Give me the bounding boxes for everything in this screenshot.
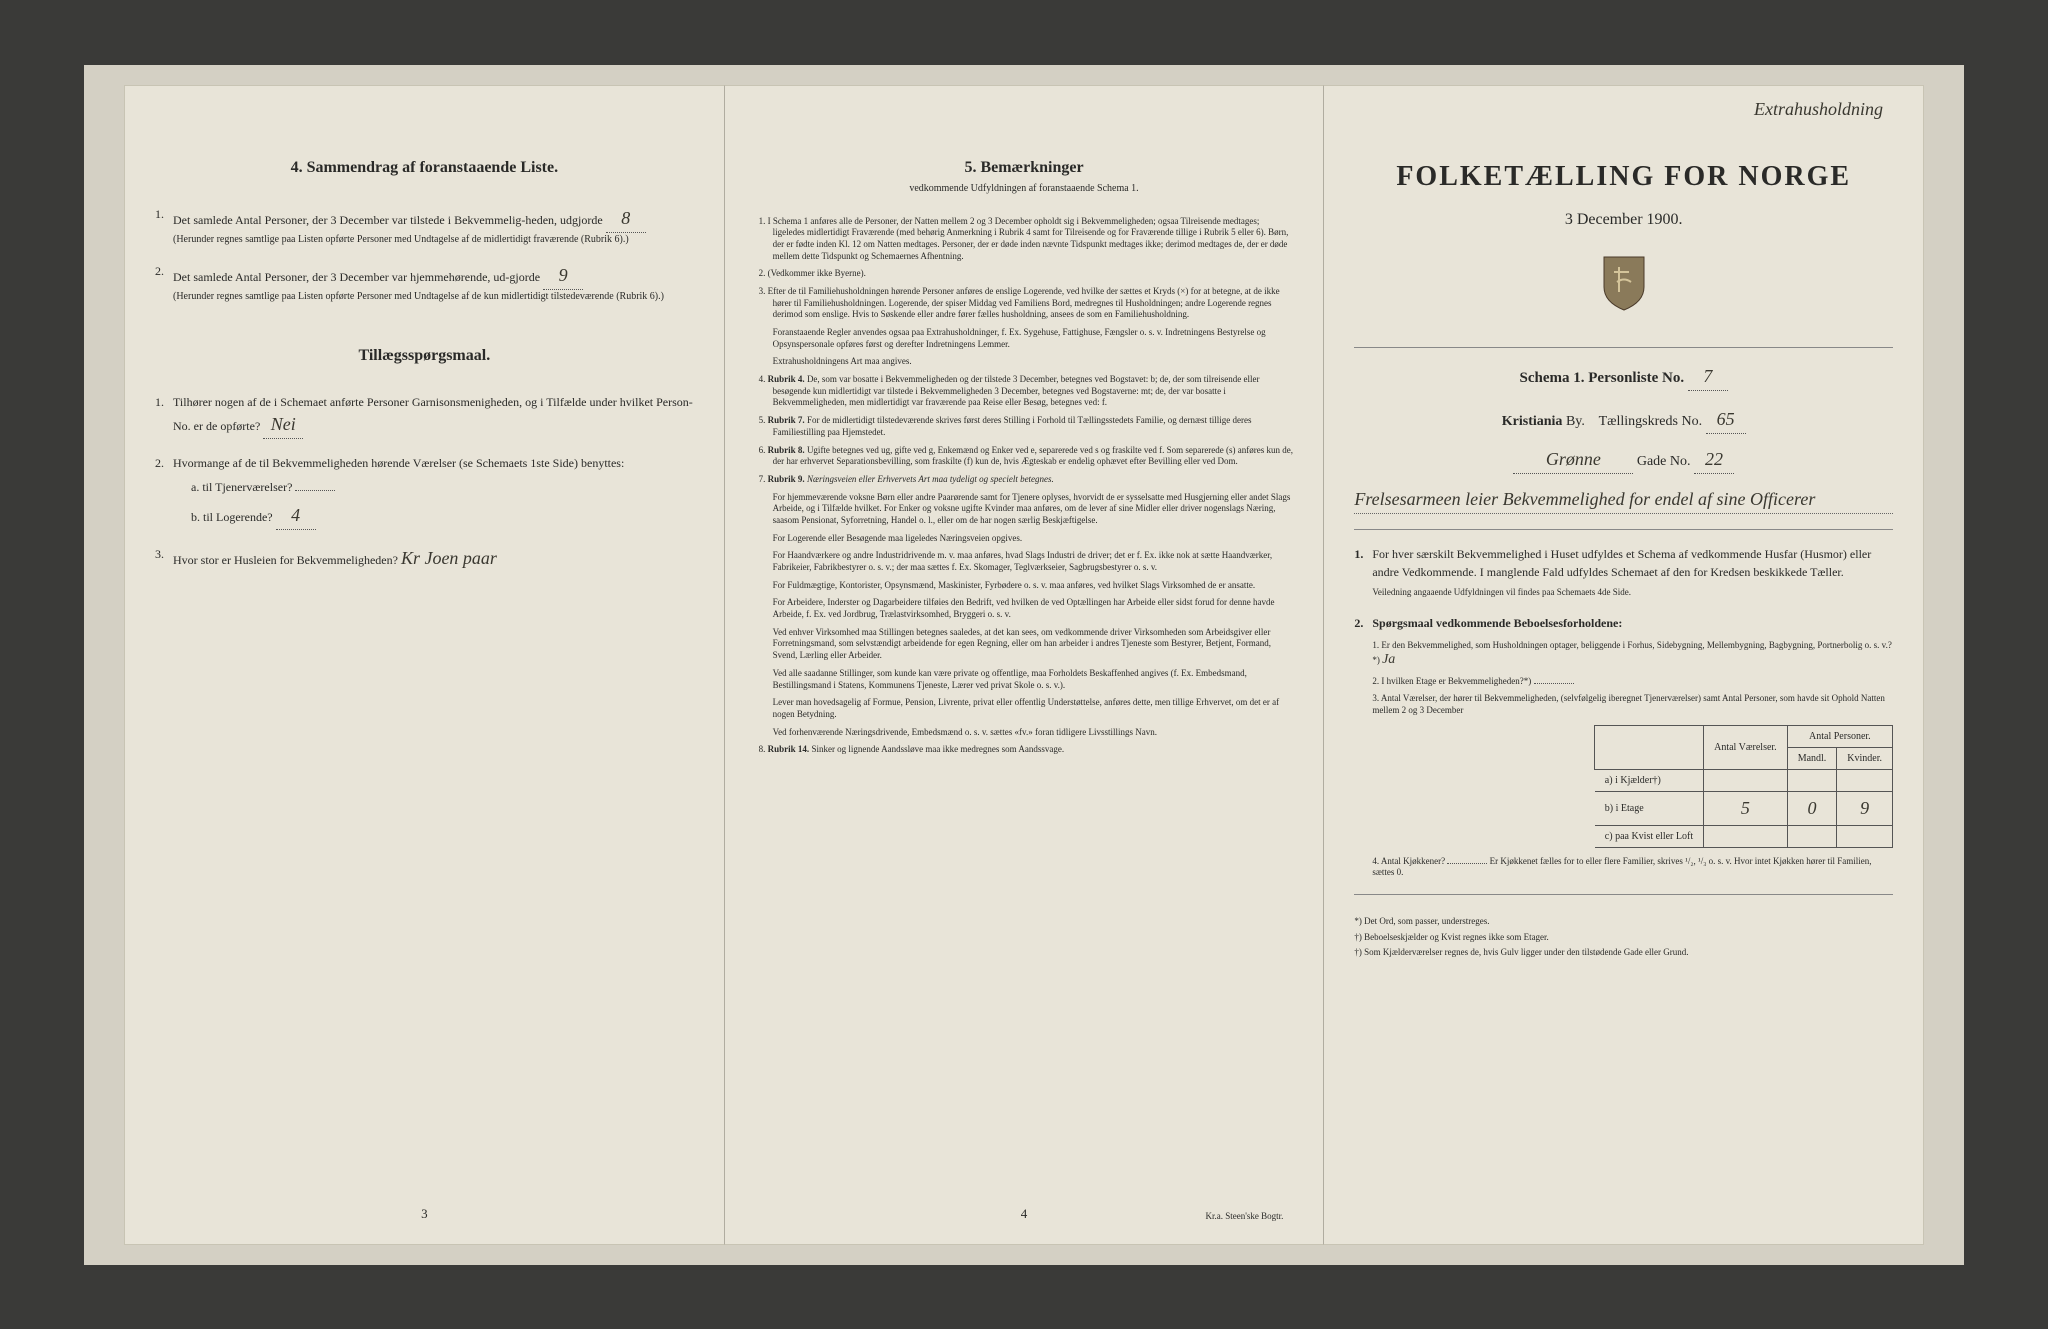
table-row: b) i Etage 5 0 9 [1595, 791, 1893, 825]
summary-item-2: 2. Det samlede Antal Personer, der 3 Dec… [155, 262, 694, 304]
remark-7c: For Haandværkere og andre Industridriven… [755, 550, 1294, 573]
remark-5: 5. Rubrik 7. For de midlertidigt tilsted… [755, 415, 1294, 438]
q2-1: 1. Er den Bekvemmelighed, som Husholdnin… [1372, 640, 1893, 670]
remark-7b: For Logerende eller Besøgende maa ligele… [755, 533, 1294, 545]
page-number-3: 3 [421, 1204, 428, 1224]
description-line: Frelsesarmeen leier Bekvemmelighed for e… [1354, 486, 1893, 514]
item2-text: Det samlede Antal Personer, der 3 Decemb… [173, 270, 540, 284]
gade-no: 22 [1694, 446, 1734, 474]
census-title: FOLKETÆLLING FOR NORGE [1354, 156, 1893, 198]
question-2: 2. Hvormange af de til Bekvemmeligheden … [155, 454, 694, 530]
q3-value: Kr Joen paar [401, 548, 497, 568]
footnotes: *) Det Ord, som passer, understreges. †)… [1354, 915, 1893, 960]
q2a-value [295, 490, 335, 491]
item2-note: (Herunder regnes samtlige paa Listen opf… [173, 290, 694, 304]
remark-7e: For Arbeidere, Inderster og Dagarbeidere… [755, 597, 1294, 620]
subsection-title: Tillægsspørgsmaal. [155, 344, 694, 368]
rooms-table: Antal Værelser. Antal Personer. Mandl. K… [1594, 725, 1893, 848]
coat-of-arms-icon [1354, 252, 1893, 318]
remark-4: 4. Rubrik 4. De, som var bosatte i Bekve… [755, 374, 1294, 409]
section-4-title: 4. Sammendrag af foranstaaende Liste. [155, 156, 694, 180]
remark-1: 1. I Schema 1 anføres alle de Personer, … [755, 216, 1294, 263]
remark-7i: Ved forhenværende Næringsdrivende, Embed… [755, 727, 1294, 739]
footnote-3: †) Som Kjælderværelser regnes de, hvis G… [1354, 946, 1893, 960]
remark-7d: For Fuldmægtige, Kontorister, Opsynsmænd… [755, 580, 1294, 592]
remark-3b: Foranstaaende Regler anvendes ogsaa paa … [755, 327, 1294, 350]
page-3: 4. Sammendrag af foranstaaende Liste. 1.… [124, 85, 724, 1245]
remark-7h: Lever man hovedsagelig af Formue, Pensio… [755, 697, 1294, 720]
item2-value: 9 [543, 262, 583, 290]
schema-no: 7 [1688, 363, 1728, 391]
q2-2: 2. I hvilken Etage er Bekvemmeligheden?*… [1372, 676, 1893, 688]
instruction-1: 1. For hver særskilt Bekvemmelighed i Hu… [1354, 545, 1893, 599]
annotation: Extrahusholdning [1754, 96, 1883, 123]
q2-text: Hvormange af de til Bekvemmeligheden hør… [173, 456, 624, 470]
footnote-2: †) Beboelseskjælder og Kvist regnes ikke… [1354, 931, 1893, 945]
page-4: 5. Bemærkninger vedkommende Udfyldningen… [724, 85, 1325, 1245]
census-date: 3 December 1900. [1354, 208, 1893, 232]
street-name: Grønne [1513, 446, 1633, 474]
remark-2: 2. (Vedkommer ikke Byerne). [755, 268, 1294, 280]
table-row: a) i Kjælder†) [1595, 769, 1893, 791]
remark-7a: For hjemmeværende voksne Børn eller andr… [755, 492, 1294, 527]
remark-3c: Extrahusholdningens Art maa angives. [755, 356, 1294, 368]
instruction-2: 2. Spørgsmaal vedkommende Beboelsesforho… [1354, 614, 1893, 879]
remark-8: 8. Rubrik 14. Sinker og lignende Aandssl… [755, 744, 1294, 756]
footnote-1: *) Det Ord, som passer, understreges. [1354, 915, 1893, 929]
q2b-value: 4 [276, 502, 316, 530]
q2a-label: a. til Tjenerværelser? [191, 480, 292, 494]
city-line: Kristiania By. Tællingskreds No. 65 [1354, 406, 1893, 434]
item1-value: 8 [606, 205, 646, 233]
remark-7: 7. Rubrik 9. Næringsveien eller Erhverve… [755, 474, 1294, 486]
table-row: c) paa Kvist eller Loft [1595, 825, 1893, 847]
section-5-title: 5. Bemærkninger [755, 156, 1294, 180]
street-line: Grønne Gade No. 22 [1354, 446, 1893, 474]
question-3: 3. Hvor stor er Husleien for Bekvemmelig… [155, 545, 694, 572]
page-number-4: 4 [1021, 1204, 1028, 1224]
question-1: 1. Tilhører nogen af de i Schemaet anfør… [155, 393, 694, 439]
q1-value: Nei [263, 411, 303, 439]
printer-note: Kr.a. Steen'ske Bogtr. [1205, 1210, 1283, 1224]
remark-3: 3. Efter de til Familiehusholdningen hør… [755, 286, 1294, 321]
q1-text: Tilhører nogen af de i Schemaet anførte … [173, 395, 693, 433]
remark-7g: Ved alle saadanne Stillinger, som kunde … [755, 668, 1294, 691]
q2-3: 3. Antal Værelser, der hører til Bekvemm… [1372, 693, 1893, 716]
item1-note: (Herunder regnes samtlige paa Listen opf… [173, 233, 694, 247]
document-scan: 4. Sammendrag af foranstaaende Liste. 1.… [84, 65, 1964, 1265]
kreds-no: 65 [1706, 406, 1746, 434]
summary-item-1: 1. Det samlede Antal Personer, der 3 Dec… [155, 205, 694, 247]
schema-line: Schema 1. Personliste No. 7 [1354, 363, 1893, 391]
q3-text: Hvor stor er Husleien for Bekvemmelighed… [173, 553, 398, 567]
remark-7f: Ved enhver Virksomhed maa Stillingen bet… [755, 627, 1294, 662]
item1-text: Det samlede Antal Personer, der 3 Decemb… [173, 213, 603, 227]
q2-4: 4. Antal Kjøkkener? Er Kjøkkenet fælles … [1372, 856, 1893, 879]
q2b-label: b. til Logerende? [191, 510, 273, 524]
section-5-sub: vedkommende Udfyldningen af foranstaaend… [755, 182, 1294, 196]
page-1-front: Extrahusholdning FOLKETÆLLING FOR NORGE … [1324, 85, 1924, 1245]
remark-6: 6. Rubrik 8. Ugifte betegnes ved ug, gif… [755, 445, 1294, 468]
